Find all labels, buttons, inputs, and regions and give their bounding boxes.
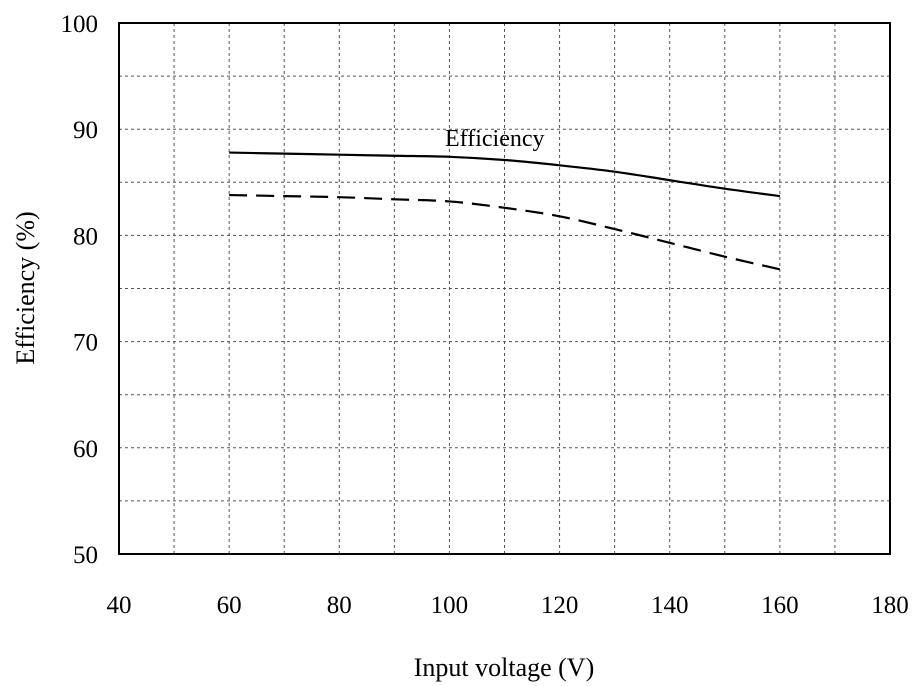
x-tick-label: 160 — [761, 592, 799, 619]
series-line-dashed — [229, 193, 781, 271]
x-axis-title: Input voltage (V) — [414, 653, 595, 682]
series-layer — [229, 151, 781, 271]
series-line-solid — [229, 151, 781, 198]
plot-frame — [118, 22, 891, 555]
x-tick-label: 180 — [871, 592, 909, 619]
y-tick-label: 70 — [73, 330, 98, 357]
x-tick-label: 60 — [217, 592, 242, 619]
y-tick-label: 100 — [61, 11, 99, 38]
y-tick-label: 80 — [73, 223, 98, 250]
tick-labels: 40 60 80 100 120 140 160 180 50 60 70 80 90 100 — [61, 11, 909, 619]
x-tick-label: 80 — [327, 592, 352, 619]
y-tick-label: 90 — [73, 117, 98, 144]
x-tick-label: 120 — [541, 592, 579, 619]
x-tick-label: 40 — [107, 592, 132, 619]
x-tick-label: 140 — [651, 592, 689, 619]
y-axis-title: Efficiency (%) — [11, 211, 40, 364]
grid — [119, 23, 890, 554]
y-tick-label: 60 — [73, 436, 98, 463]
x-tick-label: 100 — [431, 592, 469, 619]
efficiency-curve-label: Efficiency — [445, 126, 545, 152]
y-tick-label: 50 — [73, 542, 98, 569]
